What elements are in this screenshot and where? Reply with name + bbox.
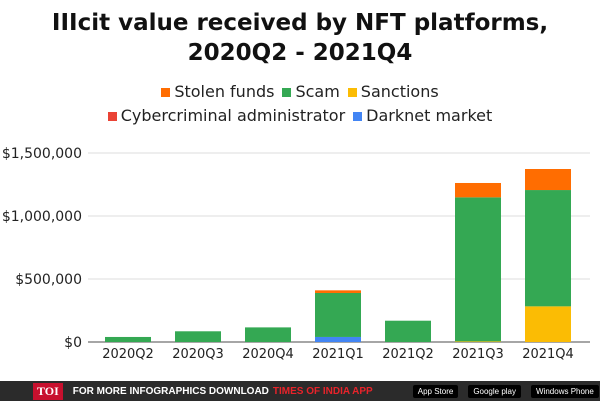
y-tick-label: $500,000 [15, 272, 82, 288]
legend-label: Stolen funds [174, 82, 275, 101]
toi-logo: TOI [33, 382, 63, 400]
chart-title: IIIcit value received by NFT platforms, … [51, 10, 549, 66]
legend-item: Cybercriminal administrator [107, 106, 346, 125]
x-tick-label: 2021Q1 [312, 347, 364, 362]
footer-text: FOR MORE INFOGRAPHICS DOWNLOAD [72, 385, 269, 397]
app-store-badge[interactable]: App Store [412, 384, 459, 398]
legend-label: Scam [295, 82, 340, 101]
bar-segment [455, 197, 501, 342]
chart: $0 $500,000 $1,000,000 $1,500,000 2020Q2 2020… [2, 146, 590, 362]
x-tick-label: 2020Q4 [242, 347, 294, 362]
bar-segment [385, 320, 431, 342]
legend-swatch [107, 112, 117, 121]
x-tick-label: 2021Q4 [522, 347, 574, 362]
windows-phone-badge[interactable]: Windows Phone [531, 384, 599, 398]
x-tick-label: 2020Q2 [102, 347, 154, 362]
footer-banner: TOI FOR MORE INFOGRAPHICS DOWNLOAD TIMES… [0, 381, 600, 401]
bar-segment [175, 331, 221, 342]
bar-segment [525, 190, 571, 307]
y-tick-label: $1,000,000 [2, 209, 82, 225]
bar-segment [105, 336, 151, 342]
legend-label: Cybercriminal administrator [120, 106, 346, 125]
bar-segment [245, 327, 291, 342]
legend-swatch [347, 88, 357, 97]
bar-segment [525, 169, 571, 191]
y-tick-label: $0 [64, 335, 82, 351]
bar-segment [525, 306, 571, 342]
x-tick-label: 2020Q3 [172, 347, 224, 362]
bar-segment [455, 182, 501, 198]
legend-swatch [161, 88, 171, 97]
legend-item: Scam [282, 82, 340, 101]
legend-item: Darknet market [353, 106, 492, 125]
bar-segment [315, 292, 361, 337]
x-tick-label: 2021Q3 [452, 347, 504, 362]
legend-label: Darknet market [366, 106, 493, 125]
legend-swatch [353, 112, 363, 121]
google-play-badge[interactable]: Google play [468, 384, 522, 398]
legend-label: Sanctions [360, 82, 439, 101]
footer-app: TIMES OF INDIA APP [272, 385, 373, 397]
x-tick-label: 2021Q2 [382, 347, 434, 362]
legend-item: Sanctions [347, 82, 439, 101]
legend-item: Stolen funds [161, 82, 274, 101]
legend-swatch [282, 88, 292, 97]
bar-segment [315, 290, 361, 293]
bar-segment [315, 336, 361, 342]
y-tick-label: $1,500,000 [2, 146, 82, 162]
legend: Stolen funds Scam Sanctions Cybercriminal a… [0, 80, 600, 128]
bar-segment [455, 341, 501, 342]
